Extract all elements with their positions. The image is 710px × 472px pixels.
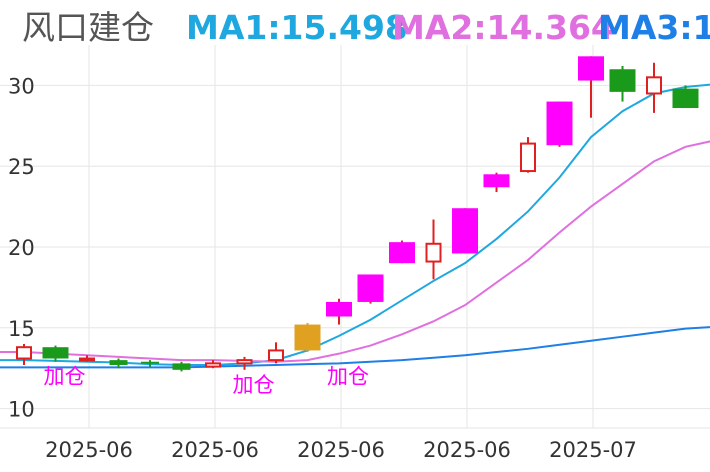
candle	[389, 240, 415, 264]
candle-body	[578, 56, 604, 81]
candle-body	[141, 361, 159, 364]
y-tick-label: 25	[8, 155, 35, 179]
candle	[483, 172, 510, 193]
candle	[109, 358, 128, 369]
candle-body	[236, 359, 253, 365]
candle	[452, 208, 478, 254]
x-axis: 2025-06 2025-06 2025-06 2025-06 2025-07	[45, 438, 637, 462]
candle-body	[609, 69, 636, 92]
x-tick-label: 2025-06	[423, 438, 511, 462]
candle-body	[42, 347, 69, 359]
ma1-legend: MA1:15.498	[186, 8, 408, 47]
candle-body	[546, 101, 573, 146]
y-tick-label: 30	[8, 74, 35, 98]
candle-body	[425, 242, 442, 263]
x-tick-label: 2025-06	[297, 438, 385, 462]
candle-body	[268, 349, 284, 362]
candle	[546, 101, 573, 147]
candle-body	[79, 357, 95, 362]
moving-average-lines	[0, 83, 710, 369]
candle-body	[16, 346, 32, 360]
candle	[42, 345, 69, 362]
ma-line-ma2	[0, 140, 710, 363]
candle	[141, 360, 159, 367]
ma-line-ma1	[0, 83, 710, 366]
candle	[268, 342, 284, 364]
x-tick-label: 2025-07	[549, 438, 637, 462]
candle-body	[520, 142, 536, 173]
candle	[205, 360, 221, 369]
candle-body	[294, 324, 321, 351]
ma2-legend: MA2:14.364	[392, 8, 614, 47]
candle-body	[357, 274, 384, 302]
y-tick-label: 10	[8, 398, 35, 422]
candle-body	[172, 363, 191, 370]
candle	[578, 56, 604, 118]
candles	[16, 56, 699, 372]
signal-label: 加仓	[327, 365, 369, 389]
buy-signals: 加仓 加仓 加仓	[44, 365, 370, 397]
candle	[672, 85, 699, 109]
candle-body	[646, 76, 662, 95]
candle	[357, 274, 384, 304]
candle	[236, 356, 253, 370]
chart-title: 风口建仓	[22, 8, 154, 47]
candle-body	[452, 208, 478, 254]
chart-header: 风口建仓 MA1:15.498 MA2:14.364 MA3:1	[0, 0, 710, 50]
candle-body	[483, 174, 510, 188]
signal-label: 加仓	[44, 365, 86, 389]
candle-body	[205, 362, 221, 368]
candle	[609, 66, 636, 102]
candle	[520, 137, 536, 173]
candle	[294, 322, 321, 353]
candle-body	[389, 242, 415, 264]
candle	[646, 62, 662, 113]
candle-body	[109, 360, 128, 365]
candle	[79, 355, 95, 362]
y-tick-label: 20	[8, 236, 35, 260]
candle	[172, 361, 191, 372]
candle-body	[672, 88, 699, 109]
ma3-legend: MA3:1	[598, 8, 710, 47]
candle-body	[326, 301, 352, 317]
x-tick-label: 2025-06	[171, 438, 259, 462]
ma-line-ma3	[0, 326, 710, 369]
candle	[326, 298, 352, 325]
candle	[16, 343, 32, 365]
x-tick-label: 2025-06	[45, 438, 133, 462]
candle	[425, 219, 442, 280]
signal-label: 加仓	[233, 373, 275, 397]
y-axis: 10 15 20 25 30	[8, 74, 35, 421]
y-tick-label: 15	[8, 317, 35, 341]
